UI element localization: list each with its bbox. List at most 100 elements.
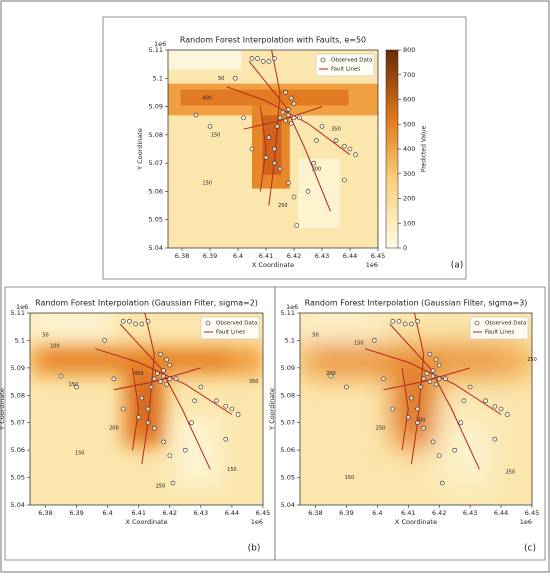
panel-label: (c) (524, 544, 536, 554)
observed-point (433, 382, 439, 387)
observed-point (333, 138, 339, 143)
observed-point (443, 376, 448, 382)
y-tick-label: 5.09 (149, 103, 163, 111)
observed-point (409, 395, 414, 401)
x-tick-label: 6.43 (194, 509, 208, 517)
observed-point (74, 384, 79, 390)
colorbar (385, 49, 399, 249)
heatmap-field (300, 313, 532, 486)
contour-label: 300 (416, 417, 426, 423)
y-tick-label: 5.1 (15, 336, 25, 344)
contour-label: 150 (354, 341, 364, 347)
y-tick-label: 5.06 (281, 446, 295, 454)
observed-point (161, 373, 166, 379)
observed-point (266, 135, 272, 140)
observed-point (492, 403, 498, 409)
observed-point (421, 376, 427, 382)
x-tick-label: 6.44 (343, 252, 357, 260)
y-tick-label: 5.09 (281, 364, 295, 372)
observed-point (167, 362, 173, 368)
observed-point (286, 112, 291, 118)
observed-point (232, 75, 238, 81)
heatmap-field (30, 313, 263, 486)
observed-point (274, 124, 280, 129)
observed-point (127, 318, 132, 324)
heat-low (30, 313, 112, 333)
legend-marker (205, 320, 211, 326)
y-tick-label: 5.11 (11, 309, 25, 317)
observed-point (421, 425, 427, 431)
y-offset: 1e6 (154, 40, 166, 48)
x-offset: 1e6 (366, 261, 378, 269)
y-tick-label: 5.1 (285, 336, 295, 344)
y-tick-label: 5.11 (281, 309, 295, 317)
legend-box (469, 316, 529, 340)
observed-point (133, 321, 138, 327)
y-tick-label: 5.06 (149, 187, 163, 195)
y-tick-label: 5.07 (149, 159, 163, 167)
y-tick-label: 5.08 (11, 391, 25, 399)
observed-point (498, 406, 504, 412)
observed-point (277, 115, 283, 121)
legend-label: Fault Lines (216, 330, 245, 336)
contour-label: 200 (109, 426, 119, 432)
x-axis-label: X Coordinate (252, 261, 294, 269)
x-tick-label: 6.41 (401, 509, 415, 517)
y-offset: 1e6 (286, 303, 298, 311)
contour-label: 250 (376, 426, 386, 432)
x-tick-label: 6.38 (38, 509, 52, 517)
observed-point (136, 414, 142, 420)
observed-point (145, 318, 151, 324)
y-tick-label: 5.09 (11, 364, 25, 372)
observed-point (192, 398, 197, 404)
observed-point (173, 376, 179, 382)
observed-point (223, 403, 229, 409)
observed-point (158, 379, 163, 384)
observed-point (255, 56, 260, 61)
colorbar-label: Predicted Value (421, 125, 428, 172)
observed-point (207, 124, 213, 129)
observed-point (145, 420, 151, 426)
observed-point (504, 412, 510, 417)
panel-label: (a) (451, 261, 464, 271)
observed-point (405, 414, 411, 420)
observed-point (161, 439, 166, 445)
observed-point (328, 373, 334, 379)
x-tick-label: 6.39 (69, 509, 83, 517)
observed-point (424, 371, 430, 376)
observed-point (214, 398, 219, 404)
x-tick-label: 6.45 (525, 509, 539, 517)
observed-point (161, 368, 166, 373)
observed-point (418, 384, 423, 390)
colorbar-tick-label: 400 (403, 145, 415, 153)
observed-point (151, 376, 157, 382)
panel-label: (b) (248, 544, 261, 554)
x-offset: 1e6 (251, 518, 263, 526)
y-tick-label: 5.04 (149, 244, 163, 252)
observed-point (452, 447, 457, 453)
heat-low (298, 158, 341, 229)
observed-point (291, 194, 297, 200)
observed-point (58, 373, 64, 379)
legend-box (200, 316, 260, 340)
observed-point (439, 480, 445, 486)
colorbar-tick-label: 300 (403, 170, 415, 178)
x-axis-label: X Coordinate (125, 518, 167, 526)
y-tick-label: 5.04 (11, 501, 25, 509)
observed-point (458, 420, 464, 426)
colorbar-tick-label: 800 (403, 46, 415, 54)
colorbar-tick-label: 0 (403, 244, 407, 252)
legend-label: Observed Data (331, 58, 372, 64)
observed-point (229, 406, 235, 412)
observed-point (436, 376, 442, 382)
contour-label: 50 (42, 332, 48, 338)
y-tick-label: 5.06 (11, 446, 25, 454)
observed-point (183, 447, 188, 453)
observed-point (249, 56, 255, 61)
x-tick-label: 6.4 (102, 509, 112, 517)
heat-band (180, 89, 349, 106)
contour-label: 150 (211, 132, 221, 138)
observed-point (402, 321, 408, 327)
observed-point (155, 371, 160, 376)
observed-point (291, 101, 297, 107)
